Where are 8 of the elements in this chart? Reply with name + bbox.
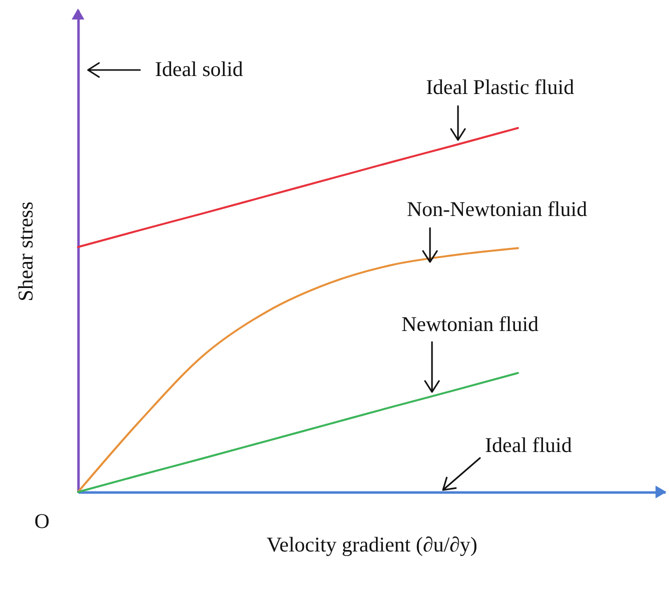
series-label: Non-Newtonian fluid [406,197,588,221]
text: Ideal solid [155,57,244,81]
text: Newtonian fluid [401,312,540,336]
annotation: Ideal fluid [485,433,572,457]
y-axis-title: Shear stress [14,202,38,302]
text: O [34,509,50,533]
x-axis-title: Velocity gradient (∂u/∂y) [266,532,478,556]
text: Ideal Plastic fluid [426,75,575,99]
